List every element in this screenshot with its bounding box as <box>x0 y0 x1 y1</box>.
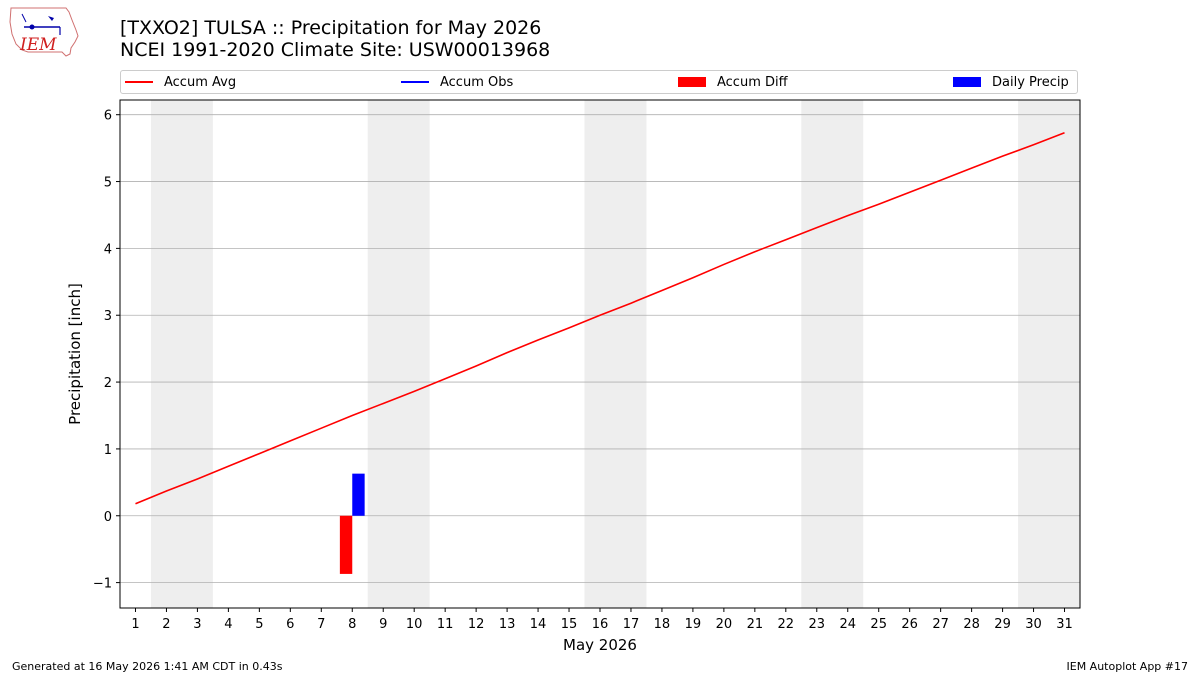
x-tick-label-5: 5 <box>255 617 263 632</box>
legend-item-accum-diff: Accum Diff <box>678 71 788 93</box>
x-tick-label-20: 20 <box>716 617 733 632</box>
legend-item-accum-avg: Accum Avg <box>125 71 236 93</box>
weekend-band-1 <box>367 100 430 608</box>
x-tick-label-4: 4 <box>224 617 232 632</box>
chart-legend: Accum Avg Accum Obs Accum Diff Daily Pre… <box>120 70 1078 94</box>
legend-item-daily-precip: Daily Precip <box>953 71 1069 93</box>
x-tick-label-29: 29 <box>994 617 1011 632</box>
bar-daily-precip-8 <box>352 473 365 516</box>
x-tick-label-31: 31 <box>1056 617 1073 632</box>
x-tick-label-6: 6 <box>286 617 294 632</box>
weekend-band-3 <box>801 100 864 608</box>
weekend-band-4 <box>1018 100 1080 608</box>
x-tick-label-9: 9 <box>379 617 387 632</box>
x-tick-label-19: 19 <box>685 617 702 632</box>
x-tick-label-16: 16 <box>592 617 609 632</box>
legend-item-accum-obs: Accum Obs <box>401 71 513 93</box>
y-tick-label-5: 5 <box>104 176 112 191</box>
y-tick-label-0: 0 <box>104 510 112 525</box>
x-tick-label-8: 8 <box>348 617 356 632</box>
weekend-band-2 <box>584 100 647 608</box>
legend-label-daily-precip: Daily Precip <box>992 74 1069 90</box>
x-tick-label-11: 11 <box>437 617 454 632</box>
x-tick-label-22: 22 <box>778 617 795 632</box>
x-tick-label-26: 26 <box>901 617 918 632</box>
x-tick-label-28: 28 <box>963 617 980 632</box>
footer-app: IEM Autoplot App #17 <box>1066 660 1189 673</box>
x-tick-label-30: 30 <box>1025 617 1042 632</box>
chart-title: [TXXO2] TULSA :: Precipitation for May 2… <box>120 17 542 39</box>
x-tick-label-27: 27 <box>932 617 949 632</box>
legend-swatch-daily-precip <box>953 77 981 87</box>
x-tick-label-24: 24 <box>839 617 856 632</box>
legend-swatch-accum-avg <box>125 81 153 83</box>
x-tick-label-3: 3 <box>193 617 201 632</box>
y-tick-label--1: −1 <box>93 577 112 592</box>
legend-label-accum-obs: Accum Obs <box>440 74 514 90</box>
weekend-band-0 <box>150 100 213 608</box>
legend-label-accum-avg: Accum Avg <box>164 74 237 90</box>
x-tick-label-13: 13 <box>499 617 516 632</box>
y-tick-label-3: 3 <box>104 309 112 324</box>
iem-logo: IEM <box>9 7 79 57</box>
bar-accum-diff-8 <box>339 515 353 574</box>
x-tick-label-12: 12 <box>468 617 485 632</box>
x-tick-label-10: 10 <box>406 617 423 632</box>
x-tick-label-17: 17 <box>623 617 640 632</box>
series-line-accum-avg <box>135 132 1065 505</box>
legend-swatch-accum-diff <box>678 77 706 87</box>
x-tick-label-23: 23 <box>809 617 826 632</box>
x-tick-label-18: 18 <box>654 617 671 632</box>
x-tick-label-7: 7 <box>317 617 325 632</box>
footer-generated: Generated at 16 May 2026 1:41 AM CDT in … <box>12 660 283 673</box>
legend-swatch-accum-obs <box>401 81 429 83</box>
legend-label-accum-diff: Accum Diff <box>717 74 788 90</box>
x-tick-label-21: 21 <box>747 617 764 632</box>
logo-text: IEM <box>19 35 57 55</box>
y-tick-label-4: 4 <box>104 242 112 257</box>
y-axis-label: Precipitation [inch] <box>66 283 84 425</box>
x-tick-label-25: 25 <box>870 617 887 632</box>
x-axis-label: May 2026 <box>563 636 637 654</box>
y-tick-label-6: 6 <box>104 109 112 124</box>
x-tick-label-15: 15 <box>561 617 578 632</box>
x-tick-label-1: 1 <box>131 617 139 632</box>
x-tick-label-14: 14 <box>530 617 547 632</box>
chart-subtitle: NCEI 1991-2020 Climate Site: USW00013968 <box>120 39 551 61</box>
y-tick-label-1: 1 <box>104 443 112 458</box>
x-tick-label-2: 2 <box>162 617 170 632</box>
y-tick-label-2: 2 <box>104 376 112 391</box>
